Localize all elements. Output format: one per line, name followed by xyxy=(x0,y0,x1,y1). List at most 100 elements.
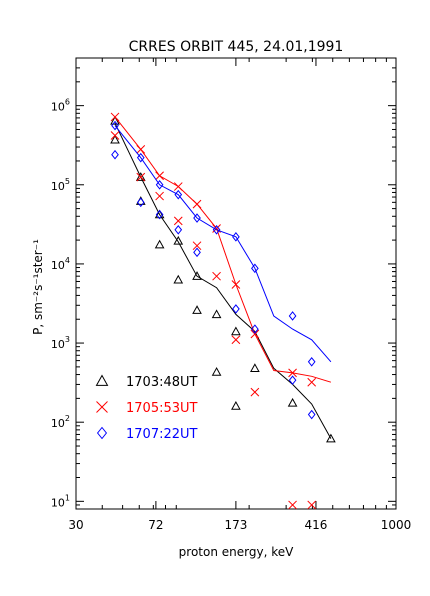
data-point xyxy=(155,191,164,201)
data-point xyxy=(192,305,202,314)
series-3 xyxy=(111,120,332,420)
data-point xyxy=(232,232,240,242)
legend-marker xyxy=(95,374,109,386)
data-point xyxy=(110,131,120,140)
series-line xyxy=(114,122,332,439)
data-point xyxy=(232,304,240,314)
data-point xyxy=(307,409,316,420)
chart-title: CRRES ORBIT 445, 24.01,1991 xyxy=(129,39,344,55)
data-point xyxy=(111,149,119,160)
y-axis: 101 102 103 104 105 106 xyxy=(51,67,396,509)
data-point xyxy=(136,197,145,208)
data-point xyxy=(212,224,221,235)
data-point xyxy=(192,241,202,251)
data-point xyxy=(288,311,297,321)
y-tick-label: 102 xyxy=(51,414,70,430)
y-tick-label: 103 xyxy=(51,335,70,351)
x-tick-label: 416 xyxy=(305,518,328,532)
x-marker-stroke xyxy=(250,387,260,397)
data-point xyxy=(251,263,259,274)
x-marker-stroke xyxy=(231,335,241,345)
data-point xyxy=(211,367,222,376)
data-point xyxy=(110,112,120,122)
data-point xyxy=(192,271,202,280)
series-1 xyxy=(110,115,336,443)
legend-marker xyxy=(96,401,108,413)
y-tick-label: 104 xyxy=(51,256,70,272)
data-point xyxy=(231,335,241,345)
data-point xyxy=(250,387,260,397)
data-point xyxy=(288,500,297,510)
x-marker-stroke xyxy=(288,368,297,378)
data-point xyxy=(110,134,120,144)
x-tick-label: 30 xyxy=(68,518,83,532)
x-marker-stroke xyxy=(192,199,202,209)
data-point xyxy=(173,216,183,226)
data-point xyxy=(155,179,164,190)
x-marker-stroke xyxy=(136,172,146,182)
x-marker-stroke xyxy=(212,271,221,281)
data-point xyxy=(326,433,336,443)
data-point xyxy=(173,235,184,245)
x-marker-stroke xyxy=(96,401,108,413)
x-marker-stroke xyxy=(250,329,260,339)
data-point xyxy=(250,329,260,339)
y-tick-label: 105 xyxy=(51,177,70,193)
x-marker-stroke xyxy=(136,145,146,154)
legend-label: 1705:53UT xyxy=(126,401,198,416)
data-point xyxy=(307,377,317,387)
x-marker-stroke xyxy=(307,500,317,510)
data-point xyxy=(173,274,184,284)
data-point xyxy=(136,145,146,154)
data-point xyxy=(173,182,183,191)
x-marker-stroke xyxy=(155,171,164,181)
data-point xyxy=(111,120,119,131)
data-point xyxy=(288,368,297,378)
data-point xyxy=(287,397,298,407)
y-tick-label: 101 xyxy=(51,493,70,509)
data-point xyxy=(155,171,164,181)
series-line xyxy=(114,125,332,363)
data-point xyxy=(231,280,241,289)
data-point xyxy=(193,213,201,223)
data-point xyxy=(110,115,120,125)
data-point xyxy=(193,247,201,258)
data-point xyxy=(154,239,165,249)
data-point xyxy=(174,224,183,235)
y-axis-label: P, sm⁻²s⁻¹ster⁻¹ xyxy=(31,239,45,335)
data-point xyxy=(307,356,316,367)
x-tick-label: 1000 xyxy=(381,518,412,532)
x-tick-label: 72 xyxy=(148,518,163,532)
data-point xyxy=(231,326,241,336)
series-line xyxy=(114,116,332,383)
legend-label: 1707:22UT xyxy=(126,427,198,442)
data-point xyxy=(250,363,260,372)
x-tick-label: 173 xyxy=(224,518,247,532)
x-marker-stroke xyxy=(155,191,164,201)
plot-area xyxy=(110,112,336,510)
x-marker-stroke xyxy=(288,500,297,510)
data-point xyxy=(192,199,202,209)
x-axis-label: proton energy, keV xyxy=(179,545,294,559)
legend: 1703:48UT 1705:53UT 1707:22UT xyxy=(95,374,198,442)
data-point xyxy=(211,309,222,319)
legend-marker xyxy=(96,426,108,440)
data-point xyxy=(231,401,241,410)
data-point xyxy=(307,500,317,510)
legend-label: 1703:48UT xyxy=(126,375,198,390)
x-marker-stroke xyxy=(173,182,183,191)
x-marker-stroke xyxy=(110,112,120,122)
x-marker-stroke xyxy=(173,216,183,226)
data-point xyxy=(251,324,259,334)
data-point xyxy=(136,172,146,182)
x-marker-stroke xyxy=(231,280,241,289)
x-marker-stroke xyxy=(307,377,317,387)
data-point xyxy=(174,189,183,200)
series-2 xyxy=(110,112,332,510)
data-point xyxy=(136,152,145,163)
x-marker-stroke xyxy=(192,241,202,251)
data-point xyxy=(155,209,164,220)
x-axis: 30 72 173 416 1000 xyxy=(68,58,411,532)
y-tick-label: 106 xyxy=(51,98,70,114)
